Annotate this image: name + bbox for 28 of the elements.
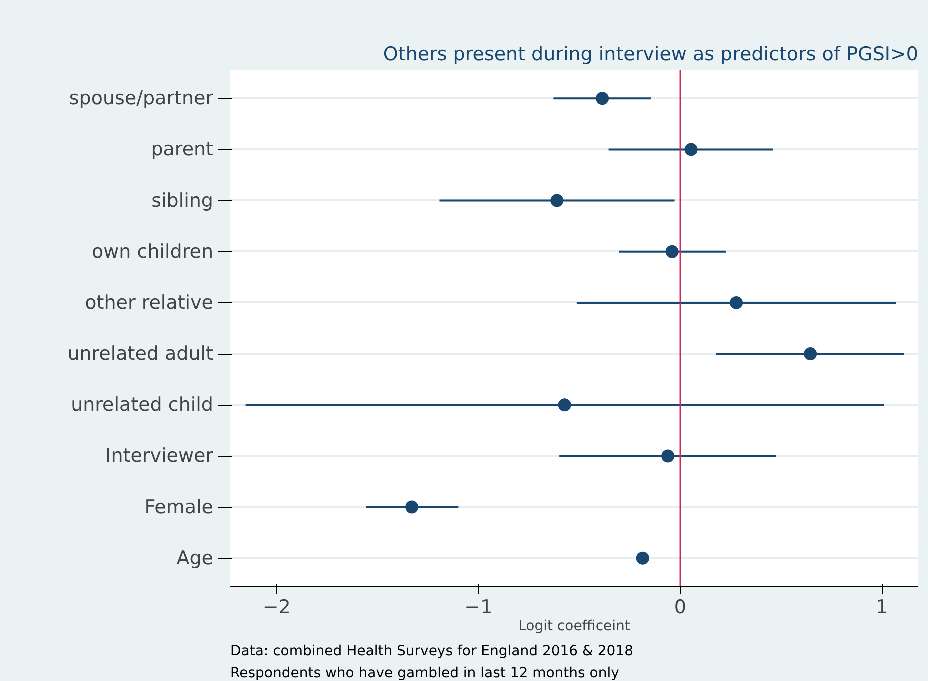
y-tick-label: spouse/partner xyxy=(69,88,214,110)
point xyxy=(804,348,818,361)
y-tick-label: Female xyxy=(144,496,214,518)
point xyxy=(730,296,744,310)
y-tick-label: sibling xyxy=(152,190,214,212)
point xyxy=(662,450,675,463)
text: Data: combined Health Surveys for England 2016 & 2018 xyxy=(230,644,634,660)
point xyxy=(684,143,698,156)
y-tick-label: unrelated child xyxy=(71,394,214,416)
text: Respondents who have gambled in last 12 months only xyxy=(230,666,620,681)
y-tick-label: parent xyxy=(151,138,214,161)
y-tick-label: other relative xyxy=(85,292,214,314)
y-tick-label: own children xyxy=(92,240,214,263)
point xyxy=(550,194,564,208)
point xyxy=(558,398,572,412)
chart-title: Others present during interview as predictors of PGSI>0 xyxy=(383,44,919,66)
y-tick-label: Interviewer xyxy=(106,445,214,468)
x-tick-label: 0 xyxy=(674,596,686,618)
x-axis-title: Logit coefficeint xyxy=(518,618,631,634)
y-tick-label: Age xyxy=(176,547,214,570)
point xyxy=(666,245,679,258)
point xyxy=(596,92,610,106)
point xyxy=(636,552,650,565)
x-tick-label: −2 xyxy=(262,596,291,618)
y-tick-label: unrelated adult xyxy=(68,343,214,366)
point xyxy=(406,500,419,514)
x-tick-label: −1 xyxy=(464,596,493,618)
x-tick-label: 1 xyxy=(876,596,888,618)
